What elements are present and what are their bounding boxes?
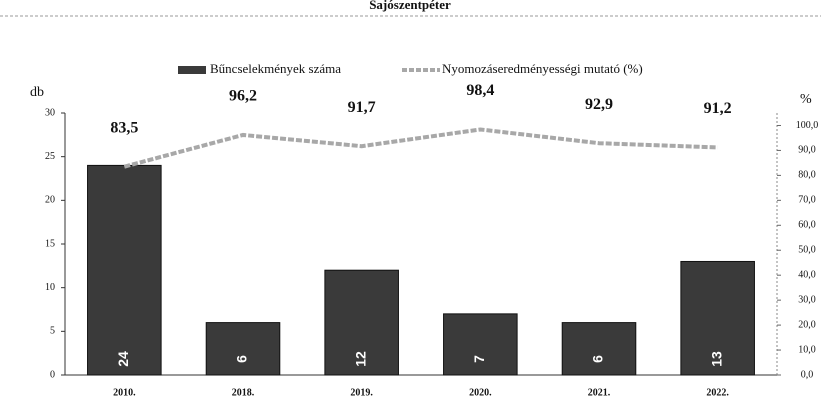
y-tick-label: 15 bbox=[45, 238, 55, 249]
y2-axis-label: % bbox=[800, 92, 812, 107]
chart-title: Sajószentpéter bbox=[369, 0, 451, 12]
line-value-label: 98,4 bbox=[466, 82, 494, 99]
x-tick-label: 2018. bbox=[232, 387, 255, 398]
y2-tick-label: 100,0 bbox=[796, 120, 819, 131]
x-tick-label: 2020. bbox=[469, 387, 492, 398]
bar bbox=[561, 322, 637, 376]
line-value-label: 91,2 bbox=[704, 100, 732, 117]
y2-tick-label: 70,0 bbox=[798, 195, 816, 206]
y-axis-label: db bbox=[30, 85, 44, 100]
bar-value-label: 12 bbox=[352, 351, 368, 367]
bar-value-label: 7 bbox=[471, 355, 487, 363]
bar bbox=[205, 322, 281, 376]
y2-tick-label: 20,0 bbox=[798, 319, 816, 330]
x-tick-label: 2010. bbox=[113, 387, 136, 398]
x-tick-label: 2021. bbox=[588, 387, 611, 398]
y-tick-label: 10 bbox=[45, 282, 55, 293]
line bbox=[123, 127, 718, 169]
bar-value-label: 13 bbox=[708, 351, 724, 367]
bar-value-label: 6 bbox=[234, 355, 250, 363]
legend-label: Bűncselekmények száma bbox=[210, 61, 341, 76]
y-tick-label: 0 bbox=[50, 369, 55, 380]
y-tick-label: 5 bbox=[50, 326, 55, 337]
y2-tick-label: 90,0 bbox=[798, 145, 816, 156]
y-tick-label: 25 bbox=[45, 151, 55, 162]
y2-tick-label: 10,0 bbox=[798, 344, 816, 355]
line-value-label: 96,2 bbox=[229, 88, 257, 105]
line-value-label: 83,5 bbox=[110, 119, 138, 136]
y2-tick-label: 80,0 bbox=[798, 170, 816, 181]
line-value-label: 91,7 bbox=[348, 99, 376, 116]
y2-tick-label: 0,0 bbox=[801, 369, 814, 380]
y-tick-label: 20 bbox=[45, 195, 55, 206]
line-value-label: 92,9 bbox=[585, 96, 613, 113]
x-tick-label: 2019. bbox=[350, 387, 373, 398]
legend-swatch bbox=[178, 66, 206, 74]
y2-tick-label: 40,0 bbox=[798, 269, 816, 280]
legend-label: Nyomozáseredményességi mutató (%) bbox=[442, 61, 643, 76]
bar-value-label: 24 bbox=[115, 351, 131, 367]
bar bbox=[443, 313, 518, 376]
bar bbox=[680, 260, 755, 376]
y2-tick-label: 60,0 bbox=[798, 220, 816, 231]
bar bbox=[87, 164, 162, 376]
y2-tick-label: 30,0 bbox=[798, 294, 816, 305]
bar bbox=[324, 269, 399, 376]
y2-tick-label: 50,0 bbox=[798, 245, 816, 256]
y-tick-label: 30 bbox=[45, 107, 55, 118]
x-tick-label: 2022. bbox=[706, 387, 729, 398]
bar-value-label: 6 bbox=[590, 355, 606, 363]
